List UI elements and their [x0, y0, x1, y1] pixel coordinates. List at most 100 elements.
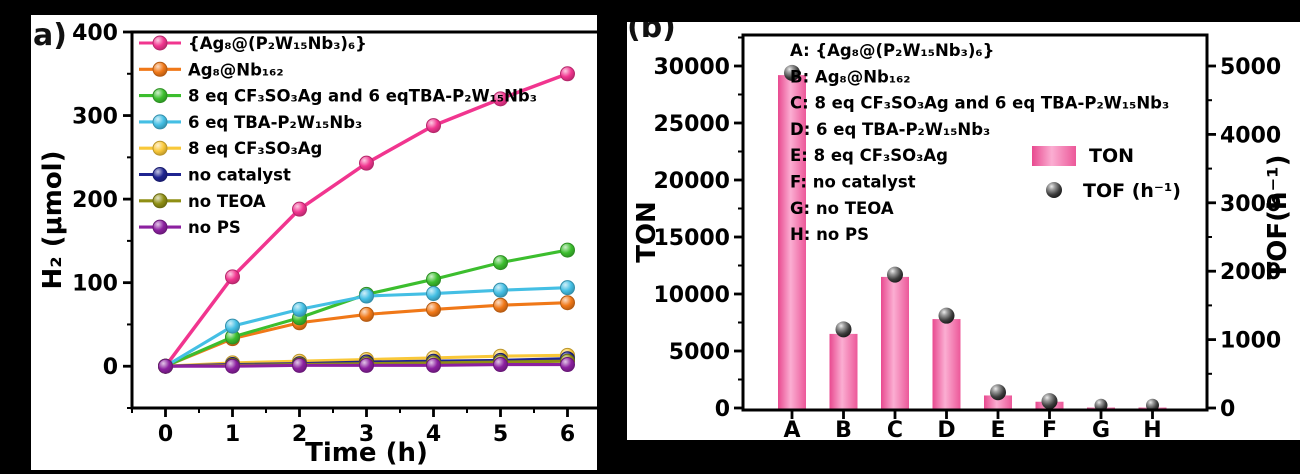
- data-point-series-7: [560, 357, 575, 373]
- annotation-line: E: 8 eq CF₃SO₃Ag: [790, 146, 948, 165]
- annotation-line: F: no catalyst: [790, 173, 916, 192]
- annotation-line: C: 8 eq CF₃SO₃Ag and 6 eq TBA-P₂W₁₅Nb₃: [790, 94, 1169, 113]
- category-label: F: [1042, 418, 1057, 440]
- tick-label: 10000: [653, 283, 730, 308]
- legend-marker: [152, 219, 168, 235]
- data-point-series-3: [426, 286, 441, 302]
- category-label: B: [835, 418, 852, 440]
- tick-label: 2000: [1220, 260, 1281, 285]
- data-point-series-1: [560, 295, 575, 311]
- legend-tof-marker: [1046, 182, 1062, 198]
- data-point-series-3: [225, 318, 240, 334]
- data-point-series-0: [493, 91, 508, 107]
- tof-point-D: [938, 307, 955, 324]
- data-point-series-1: [359, 306, 374, 322]
- data-point-series-0: [225, 269, 240, 285]
- right-axis-title: TOF(h⁻¹): [1263, 155, 1293, 280]
- tick-label: 3000: [1220, 192, 1281, 217]
- line-chart-h2-vs-time: 0 1 2 3 4 5 6 0 100 200 300 400 {Ag₈@(P₂W₁₅Nb₃)₆} Ag₈…: [38, 21, 597, 468]
- tick-label: 0: [103, 355, 118, 380]
- data-point-series-0: [560, 66, 575, 82]
- annotation-line: G: no TEOA: [790, 199, 894, 218]
- data-point-series-1: [426, 301, 441, 317]
- legend-marker: [152, 88, 168, 104]
- category-label: H: [1143, 418, 1161, 440]
- tick-label: 200: [72, 188, 118, 213]
- legend-label: Ag₈@Nb₁₆₂: [188, 60, 284, 79]
- plot-frame: [741, 33, 1209, 412]
- category-label: E: [990, 418, 1005, 440]
- data-point-series-7: [158, 358, 173, 374]
- tick-label: 5000: [1220, 55, 1281, 80]
- category-label: C: [887, 418, 903, 440]
- y-axis-title: H₂ (μmol): [38, 151, 68, 290]
- legend-ton-label: TON: [1089, 145, 1134, 167]
- tof-point-F: [1041, 393, 1058, 410]
- annotation-line: D: 6 eq TBA-P₂W₁₅Nb₃: [790, 120, 990, 139]
- tick-label: 25000: [653, 112, 730, 137]
- legend-label: no catalyst: [188, 166, 291, 185]
- ton-bar-B: [829, 333, 858, 410]
- tick-label: 0: [715, 397, 730, 422]
- legend-marker: [152, 193, 168, 209]
- tick-label: 1: [225, 422, 240, 447]
- data-point-series-3: [493, 282, 508, 298]
- legend-tof-label: TOF (h⁻¹): [1083, 180, 1181, 202]
- tick-label: 20000: [653, 169, 730, 194]
- tof-point-E: [990, 384, 1006, 401]
- category-label: G: [1092, 418, 1110, 440]
- data-point-series-3: [292, 301, 307, 317]
- tick-label: 2: [292, 422, 307, 447]
- tick-label: 1000: [1220, 329, 1281, 354]
- data-point-series-1: [493, 297, 508, 313]
- tick-label: 400: [72, 21, 118, 46]
- legend-ton-swatch: [1032, 146, 1076, 166]
- data-point-series-7: [225, 358, 240, 374]
- tof-point-A: [784, 64, 800, 81]
- bar-chart-ton-tof: 0 5000 10000 15000 20000 25000 30000 0 1000 2000 3…: [632, 33, 1293, 440]
- category-label: D: [937, 418, 955, 440]
- plot-frame: [130, 30, 597, 410]
- legend-marker: [152, 35, 168, 51]
- legend-marker: [152, 140, 168, 156]
- tick-label: 30000: [653, 55, 730, 80]
- panel-a-label: a): [33, 18, 67, 53]
- annotation-line: H: no PS: [790, 225, 869, 244]
- data-point-series-2: [493, 255, 508, 271]
- ton-bar-D: [932, 319, 961, 410]
- data-point-series-3: [560, 280, 575, 296]
- tick-label: 6: [560, 422, 575, 447]
- tick-label: 5: [493, 422, 508, 447]
- tick-label: 0: [158, 422, 173, 447]
- data-point-series-0: [292, 201, 307, 217]
- tick-label: 4: [426, 422, 441, 447]
- legend-marker: [152, 114, 168, 130]
- left-axis-title: TON: [632, 201, 662, 263]
- legend-label: 6 eq TBA-P₂W₁₅Nb₃: [188, 113, 362, 132]
- data-point-series-7: [493, 357, 508, 373]
- category-label: A: [783, 418, 800, 440]
- annotation-line: A: {Ag₈@(P₂W₁₅Nb₃)₆}: [790, 41, 994, 60]
- panel-b: (b) 0 5000 10000 15000 20000 25000 30000 0 1000 2…: [627, 22, 1300, 440]
- ton-bar-A: [778, 75, 806, 410]
- tick-label: 5000: [669, 340, 730, 365]
- ton-bar-C: [881, 276, 909, 410]
- data-point-series-2: [560, 242, 575, 258]
- data-point-series-0: [359, 155, 374, 171]
- tick-label: 100: [72, 272, 118, 297]
- data-point-series-7: [292, 357, 307, 373]
- legend-label: no TEOA: [188, 192, 266, 211]
- data-point-series-0: [426, 118, 441, 134]
- legend-marker: [152, 61, 168, 77]
- annotation-line: B: Ag₈@Nb₁₆₂: [790, 67, 911, 86]
- legend-label: 8 eq CF₃SO₃Ag: [188, 139, 322, 158]
- data-point-series-3: [359, 288, 374, 304]
- x-axis-title: Time (h): [305, 438, 428, 468]
- tick-label: 4000: [1220, 123, 1281, 148]
- data-point-series-7: [426, 357, 441, 373]
- panel-b-label: (b): [627, 22, 676, 45]
- ton-bar-E: [984, 395, 1012, 410]
- tick-label: 0: [1220, 397, 1235, 422]
- tick-label: 300: [72, 105, 118, 130]
